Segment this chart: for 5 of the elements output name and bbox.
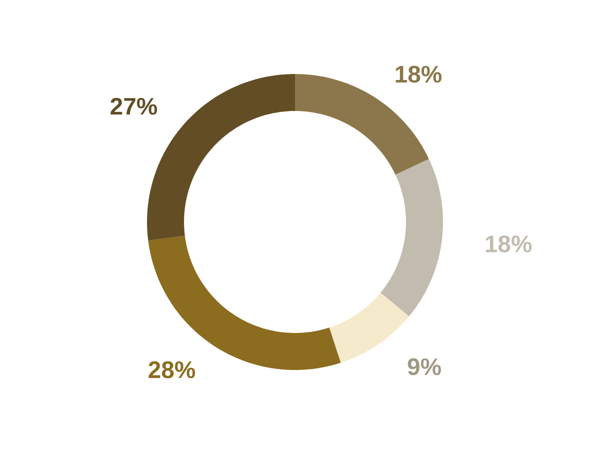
data-label: 9% (408, 358, 441, 376)
data-label: 18% (486, 235, 532, 252)
data-label: 27% (110, 98, 158, 115)
data-label: 18% (396, 66, 442, 83)
data-label: 28% (148, 361, 196, 378)
